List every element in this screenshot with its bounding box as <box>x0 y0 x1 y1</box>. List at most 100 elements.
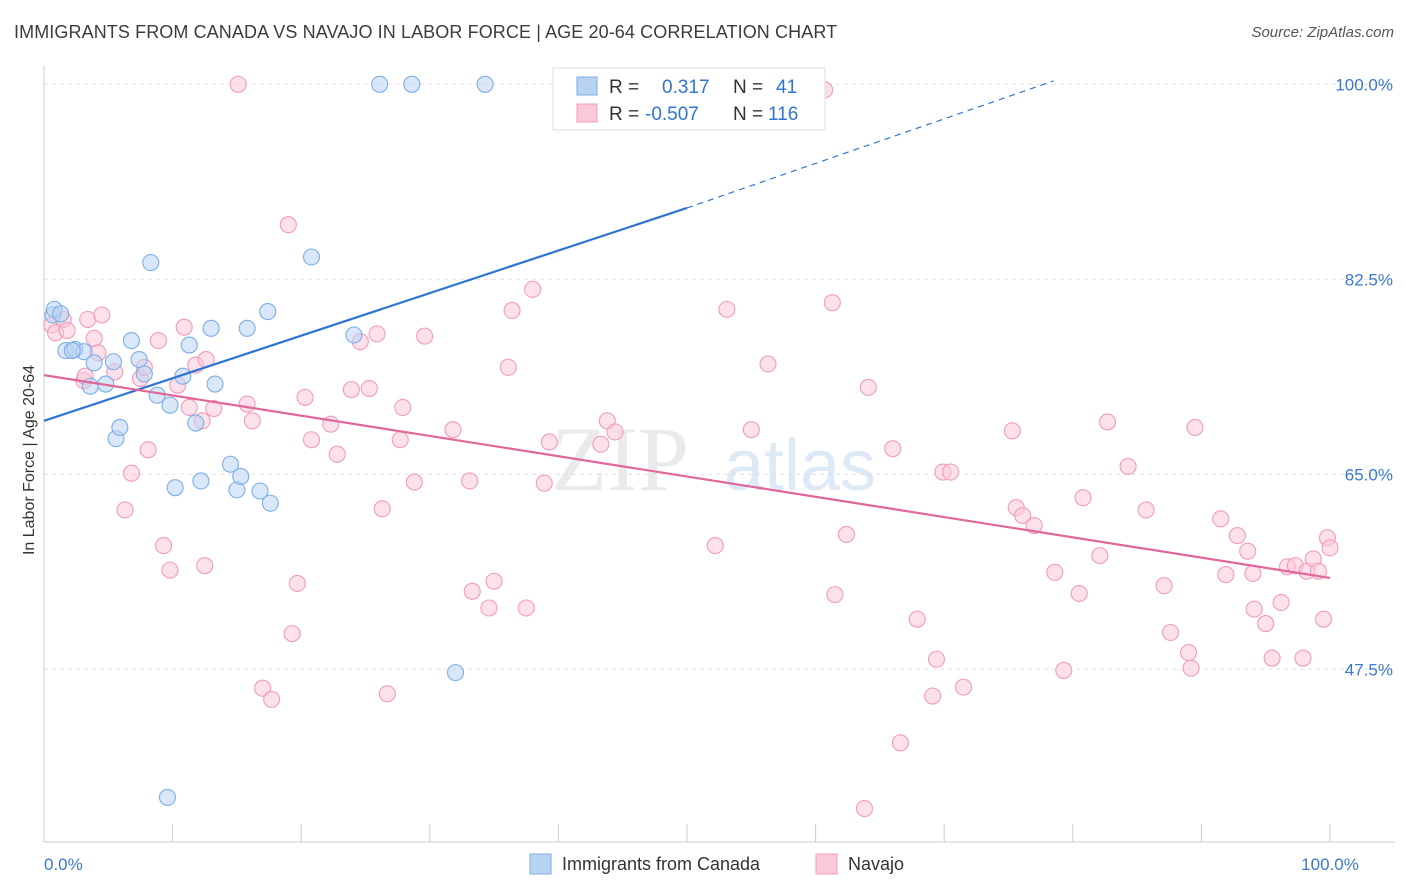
point-canada <box>187 414 205 432</box>
point-navajo <box>161 561 179 579</box>
point-navajo <box>1315 610 1333 628</box>
legend-item-canada[interactable]: Immigrants from Canada <box>529 853 761 875</box>
point-canada <box>166 479 184 497</box>
axes <box>43 66 1395 843</box>
point-navajo <box>884 440 902 458</box>
point-navajo <box>122 464 140 482</box>
point-canada <box>104 353 122 371</box>
data-points <box>43 75 1339 818</box>
point-navajo <box>155 537 173 555</box>
point-canada <box>206 375 224 393</box>
point-navajo <box>718 300 736 318</box>
point-navajo <box>859 378 877 396</box>
legend-label-navajo: Navajo <box>848 854 904 874</box>
source-label: Source: ZipAtlas.com <box>1251 24 1394 41</box>
point-navajo <box>279 216 297 234</box>
point-navajo <box>706 537 724 555</box>
y-tick-labels: 47.5% 65.0% 82.5% 100.0% <box>1335 75 1393 679</box>
x-tick-label: 0.0% <box>44 855 83 874</box>
point-navajo <box>444 421 462 439</box>
point-navajo <box>942 463 960 481</box>
point-navajo <box>378 685 396 703</box>
point-navajo <box>1244 564 1262 583</box>
trend-line-navajo <box>43 374 1331 580</box>
point-navajo <box>1263 649 1281 667</box>
point-navajo <box>391 431 409 449</box>
legend-item-navajo[interactable]: Navajo <box>815 853 904 875</box>
point-navajo <box>175 318 193 336</box>
point-canada <box>161 396 179 414</box>
point-canada <box>345 326 363 344</box>
point-canada <box>238 319 256 337</box>
point-navajo <box>1091 547 1109 565</box>
point-canada <box>192 472 210 490</box>
x-tick-label: 100.0% <box>1301 855 1359 874</box>
point-navajo <box>461 472 479 490</box>
point-navajo <box>924 687 942 705</box>
point-navajo <box>1155 577 1173 595</box>
point-navajo <box>416 327 434 345</box>
point-canada <box>202 319 220 337</box>
point-navajo <box>540 433 558 451</box>
point-navajo <box>606 423 624 441</box>
point-navajo <box>1070 584 1088 603</box>
stats-swatch-navajo <box>576 103 598 123</box>
point-navajo <box>742 421 760 439</box>
point-navajo <box>243 412 261 430</box>
point-canada <box>403 75 421 93</box>
trend-lines <box>43 80 1331 580</box>
point-navajo <box>1046 563 1064 581</box>
point-canada <box>63 342 81 360</box>
point-canada <box>261 494 279 512</box>
point-navajo <box>58 321 76 340</box>
chart-title: IMMIGRANTS FROM CANADA VS NAVAJO IN LABO… <box>14 22 838 42</box>
point-navajo <box>180 398 198 416</box>
point-navajo <box>891 734 910 752</box>
point-navajo <box>254 679 272 697</box>
point-canada <box>174 367 192 385</box>
point-navajo <box>149 332 168 350</box>
legend-swatch-canada <box>529 853 552 875</box>
point-navajo <box>485 572 503 590</box>
stats-row-canada: R = 0.317 N = 41 <box>576 76 797 98</box>
stats-n-label: N = <box>733 77 763 98</box>
point-navajo <box>360 379 378 398</box>
point-canada <box>251 482 269 500</box>
point-navajo <box>1003 422 1021 440</box>
point-navajo <box>826 586 844 604</box>
point-navajo <box>1055 661 1073 679</box>
point-navajo <box>373 500 391 518</box>
x-tick-labels: 0.0% 100.0% <box>44 855 1359 874</box>
point-navajo <box>116 501 134 519</box>
point-canada <box>135 365 153 383</box>
stats-r-label: R = <box>609 104 639 125</box>
point-canada <box>52 305 70 323</box>
point-navajo <box>954 678 973 696</box>
trend-line-canada <box>43 206 688 422</box>
point-navajo <box>1217 566 1235 584</box>
point-canada <box>85 354 103 372</box>
point-navajo <box>229 75 247 93</box>
point-canada <box>130 350 148 369</box>
point-navajo <box>480 599 498 617</box>
point-canada <box>232 467 250 486</box>
stats-r-value: -0.507 <box>645 104 699 125</box>
point-navajo <box>93 306 111 324</box>
series-legend: Immigrants from Canada Navajo <box>529 853 904 875</box>
point-navajo <box>1245 600 1263 618</box>
point-navajo <box>1272 593 1290 611</box>
point-navajo <box>1321 539 1339 557</box>
point-navajo <box>1179 644 1198 662</box>
point-navajo <box>288 574 306 593</box>
point-navajo <box>759 355 777 373</box>
y-axis-label: In Labor Force | Age 20-64 <box>21 365 38 555</box>
point-navajo <box>524 280 542 298</box>
point-navajo <box>1228 527 1246 545</box>
trend-line-canada-extrapolated <box>686 80 1054 209</box>
point-navajo <box>592 435 610 453</box>
stats-swatch-canada <box>576 76 598 96</box>
point-canada <box>476 75 494 93</box>
point-navajo <box>927 650 946 668</box>
point-navajo <box>1186 418 1204 437</box>
stats-legend-box: R = 0.317 N = 41 R = -0.507 N = 116 <box>552 67 826 131</box>
